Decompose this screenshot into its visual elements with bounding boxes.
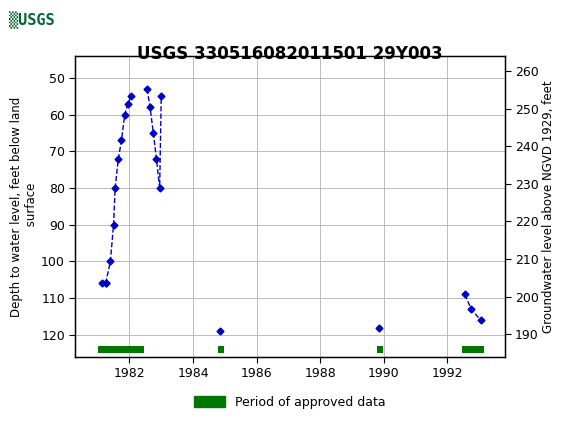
Bar xyxy=(378,346,383,353)
Bar xyxy=(97,346,144,353)
Bar xyxy=(219,346,224,353)
Legend: Period of approved data: Period of approved data xyxy=(189,391,391,414)
Y-axis label: Depth to water level, feet below land
 surface: Depth to water level, feet below land su… xyxy=(10,96,38,316)
Text: ▒USGS: ▒USGS xyxy=(9,12,55,29)
Bar xyxy=(462,346,484,353)
FancyBboxPatch shape xyxy=(6,4,81,37)
Y-axis label: Groundwater level above NGVD 1929, feet: Groundwater level above NGVD 1929, feet xyxy=(542,80,554,333)
Text: USGS 330516082011501 29Y003: USGS 330516082011501 29Y003 xyxy=(137,45,443,63)
